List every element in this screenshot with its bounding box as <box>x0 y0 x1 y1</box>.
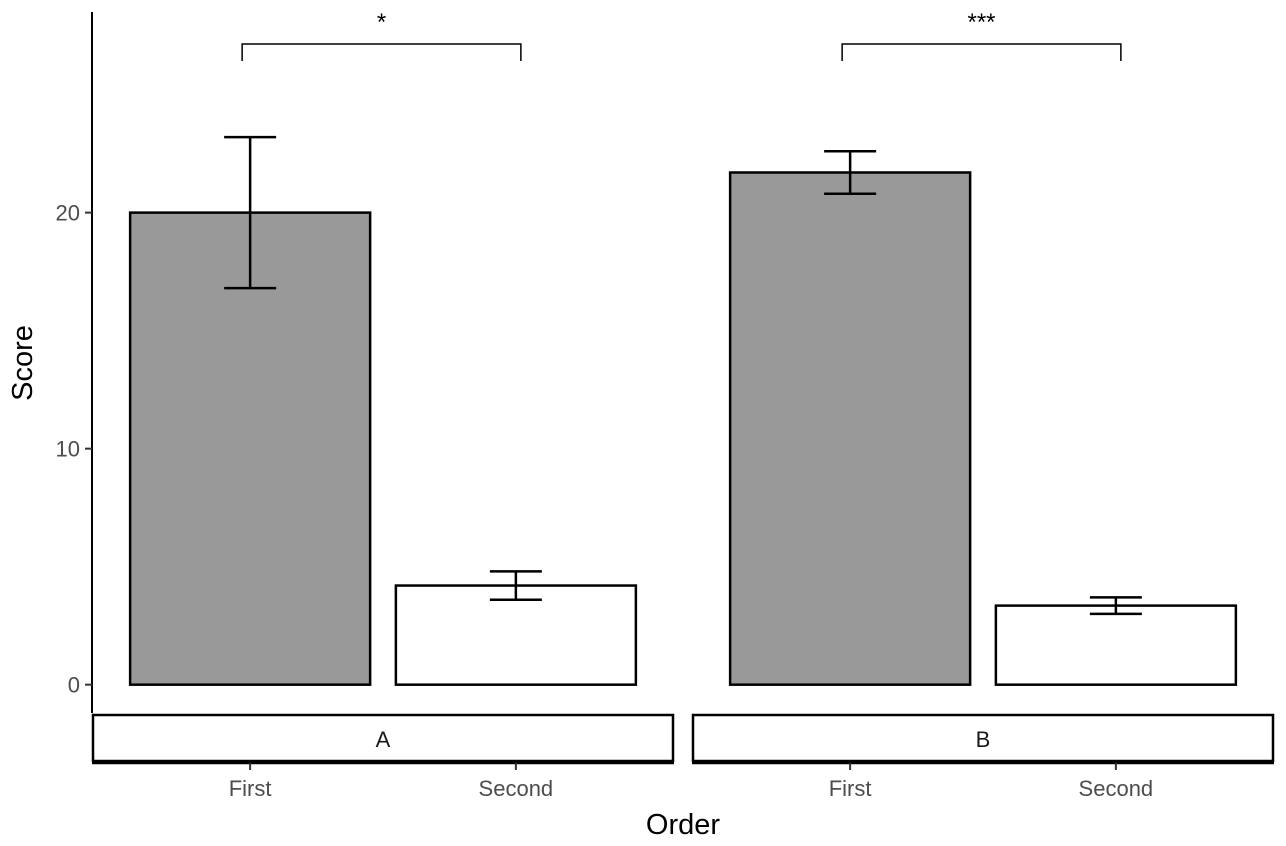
facet-strip <box>691 713 1275 763</box>
significance-label: * <box>377 9 386 36</box>
y-tick-label: 10 <box>56 437 80 462</box>
y-tick-label: 0 <box>68 673 80 698</box>
x-tick-label: Second <box>1079 776 1154 801</box>
x-tick-label: Second <box>479 776 554 801</box>
significance-bracket <box>841 43 1122 61</box>
x-tick-label: First <box>829 776 872 801</box>
bar <box>128 211 372 686</box>
bar <box>394 584 638 686</box>
facet-strip <box>91 713 675 763</box>
facet-strip-label: B <box>976 727 991 752</box>
bar <box>994 604 1238 686</box>
significance-bracket <box>241 43 522 61</box>
x-tick-label: First <box>229 776 272 801</box>
y-tick-label: 20 <box>56 201 80 226</box>
significance-label: *** <box>967 9 995 36</box>
bar <box>728 171 972 686</box>
facet-strip-label: A <box>376 727 391 752</box>
y-axis-title: Score <box>7 325 39 401</box>
x-axis-title: Order <box>646 809 720 841</box>
